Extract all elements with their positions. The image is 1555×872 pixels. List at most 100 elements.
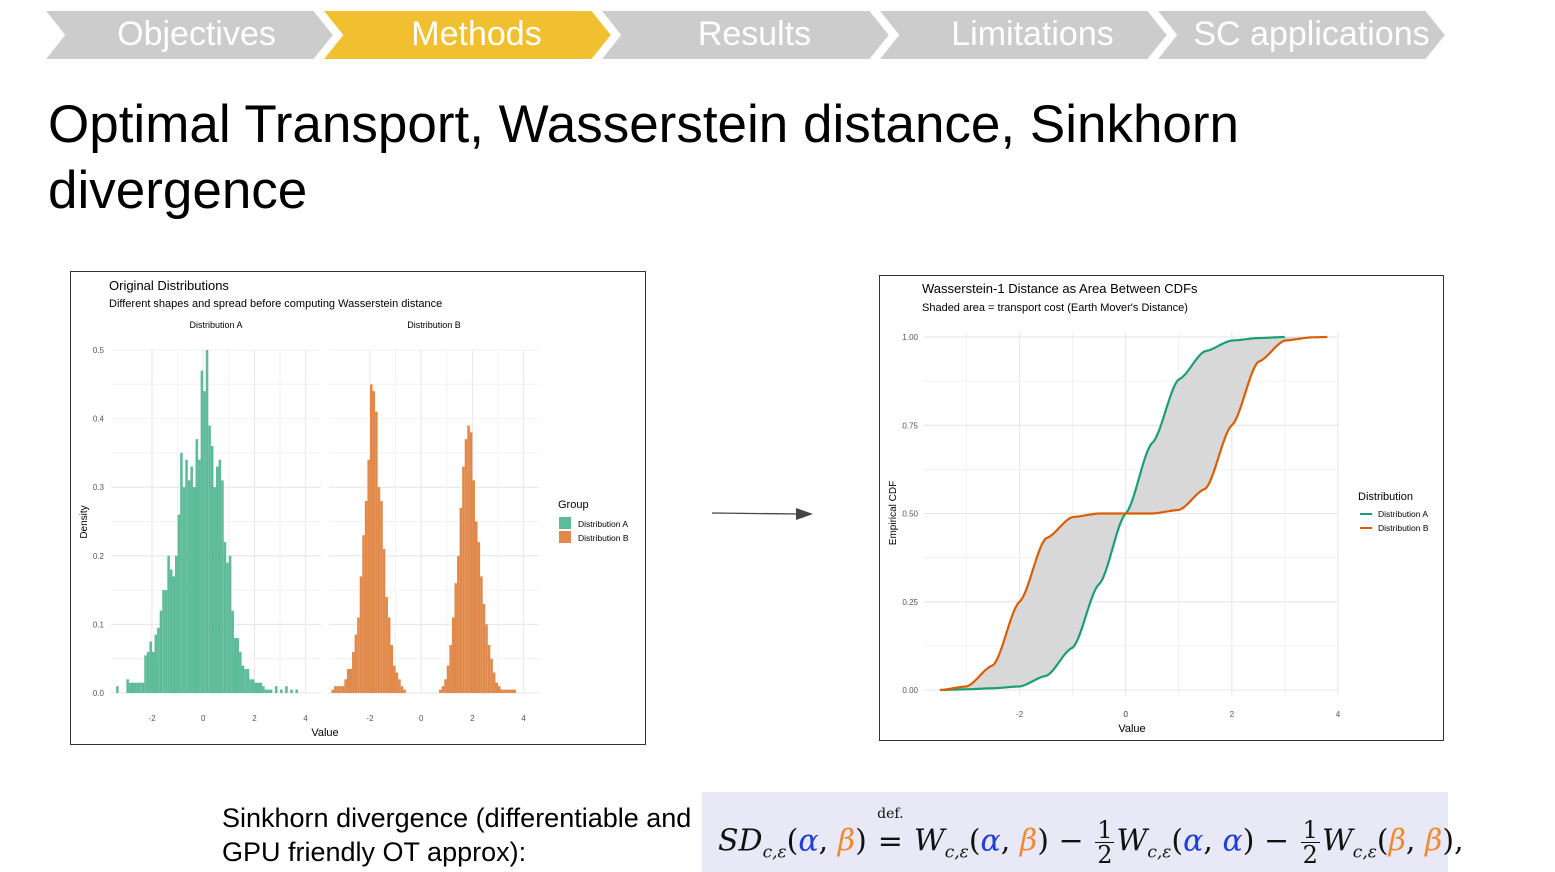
histogram-bar bbox=[375, 411, 378, 693]
histogram-bar bbox=[151, 651, 155, 693]
histogram-bar bbox=[385, 596, 388, 693]
nav-item-methods[interactable]: Methods bbox=[411, 15, 542, 53]
histogram-bar bbox=[357, 617, 360, 693]
hist-xtick-label: 4 bbox=[521, 714, 526, 723]
histogram-bar bbox=[221, 480, 224, 693]
hist-xtick-label: -2 bbox=[148, 714, 156, 723]
histogram-bar bbox=[477, 542, 481, 693]
histogram-bar bbox=[203, 391, 206, 693]
histogram-bar bbox=[498, 686, 501, 693]
formula-end: , bbox=[1454, 823, 1464, 859]
nav-chevron-2 bbox=[597, 9, 892, 61]
histogram-bar bbox=[223, 542, 227, 693]
formula-paren: ) bbox=[1037, 823, 1049, 859]
hist-ytick-label: 0.0 bbox=[93, 689, 105, 698]
histogram-bar bbox=[380, 500, 383, 693]
hist-legend-title: Group bbox=[558, 499, 589, 511]
formula-w: W bbox=[913, 823, 945, 859]
sinkhorn-label: Sinkhorn divergence (differentiable and … bbox=[222, 803, 692, 867]
histogram-bar bbox=[131, 682, 135, 693]
histogram-bar bbox=[331, 689, 335, 693]
formula-sub: c,ε bbox=[1147, 842, 1172, 863]
histogram-bar bbox=[172, 576, 176, 693]
formula-paren: ) bbox=[1242, 823, 1255, 859]
histogram-bar bbox=[367, 459, 370, 693]
histogram-bar bbox=[157, 627, 160, 693]
histogram-bar bbox=[228, 555, 232, 693]
histogram-bar bbox=[503, 689, 506, 693]
formula-comma: , bbox=[1203, 823, 1213, 859]
histogram-bar bbox=[362, 535, 365, 693]
histogram-bar bbox=[451, 617, 455, 693]
histogram-bar bbox=[205, 350, 209, 693]
hist-xtick-label: -2 bbox=[366, 714, 374, 723]
cdf-ytick-label: 0.75 bbox=[902, 421, 918, 430]
cdf-ytick-label: 0.00 bbox=[902, 686, 918, 695]
nav-item-objectives[interactable]: Objectives bbox=[117, 15, 276, 53]
histogram-bar bbox=[190, 466, 193, 693]
histogram-bar bbox=[459, 507, 463, 693]
hist-title: Original Distributions bbox=[109, 278, 229, 293]
histogram-bar bbox=[354, 634, 358, 693]
histogram-bar bbox=[226, 562, 229, 693]
formula-sub: c,ε bbox=[1352, 842, 1377, 863]
histogram-bar bbox=[403, 689, 406, 693]
histogram-bar bbox=[400, 686, 404, 693]
formula-paren: ( bbox=[786, 823, 799, 859]
cdf-chart: Wasserstein-1 Distance as Area Between C… bbox=[888, 281, 1429, 735]
histogram-bar bbox=[280, 689, 283, 693]
histogram-bar bbox=[141, 682, 145, 693]
histogram-bar bbox=[182, 487, 186, 693]
cdf-xtick-label: 0 bbox=[1123, 710, 1128, 719]
histogram-bar bbox=[167, 555, 170, 693]
nav-item-sc-applications[interactable]: SC applications bbox=[1193, 15, 1430, 53]
nav-chevron-3 bbox=[875, 9, 1170, 61]
formula-comma: , bbox=[1405, 823, 1416, 859]
histogram-bar bbox=[446, 665, 450, 693]
histogram-bar bbox=[246, 668, 250, 693]
histogram-bar bbox=[290, 689, 293, 693]
cdf-title: Wasserstein-1 Distance as Area Between C… bbox=[922, 281, 1198, 296]
histogram-bar bbox=[495, 682, 499, 693]
cdf-ytick-label: 0.25 bbox=[902, 598, 918, 607]
histogram-bar bbox=[144, 655, 147, 693]
formula-beta: β bbox=[1425, 823, 1443, 859]
formula-beta: β bbox=[837, 823, 856, 859]
cdf-line-distribution-a bbox=[939, 335, 1285, 692]
formula-paren: ) bbox=[855, 823, 867, 859]
hist-ytick-label: 0.5 bbox=[93, 346, 105, 355]
histogram-bar bbox=[439, 689, 442, 693]
histogram-bar bbox=[177, 514, 181, 693]
histogram-bar bbox=[169, 569, 173, 693]
nav-chevron-1 bbox=[319, 9, 614, 61]
histogram-bar bbox=[369, 384, 373, 693]
cdf-panel: Wasserstein-1 Distance as Area Between C… bbox=[879, 275, 1444, 741]
cdf-ytick-label: 1.00 bbox=[902, 333, 918, 342]
histogram-bar bbox=[395, 672, 399, 693]
histogram-bar bbox=[344, 679, 347, 693]
facet-label-a: Distribution A bbox=[189, 320, 242, 330]
histogram-bar bbox=[474, 521, 478, 693]
histogram-bar bbox=[267, 689, 270, 693]
formula-beta: β bbox=[1388, 823, 1406, 859]
hist-ytick-label: 0.2 bbox=[93, 552, 105, 561]
hist-ytick-label: 0.3 bbox=[93, 483, 105, 492]
formula-alpha: α bbox=[980, 823, 1001, 859]
formula-paren: ( bbox=[968, 823, 981, 859]
cdf-subtitle: Shaded area = transport cost (Earth Move… bbox=[922, 302, 1188, 314]
histogram-bar bbox=[349, 668, 353, 693]
nav-item-results[interactable]: Results bbox=[697, 15, 812, 53]
histogram-bar bbox=[126, 679, 129, 693]
hist-legend-label-b: Distribution B bbox=[578, 533, 629, 543]
section-nav-chevrons bbox=[44, 9, 1448, 61]
histogram-bar bbox=[377, 487, 381, 693]
histogram-bar bbox=[295, 689, 298, 693]
hist-subtitle: Different shapes and spread before compu… bbox=[109, 298, 442, 310]
histogram-bar bbox=[487, 644, 491, 693]
nav-item-limitations[interactable]: Limitations bbox=[951, 15, 1114, 53]
cdf-ylabel: Empirical CDF bbox=[888, 481, 899, 545]
formula-half-num: 1 bbox=[1095, 816, 1115, 844]
histogram-bar bbox=[341, 686, 345, 693]
histogram-bar bbox=[482, 603, 486, 693]
